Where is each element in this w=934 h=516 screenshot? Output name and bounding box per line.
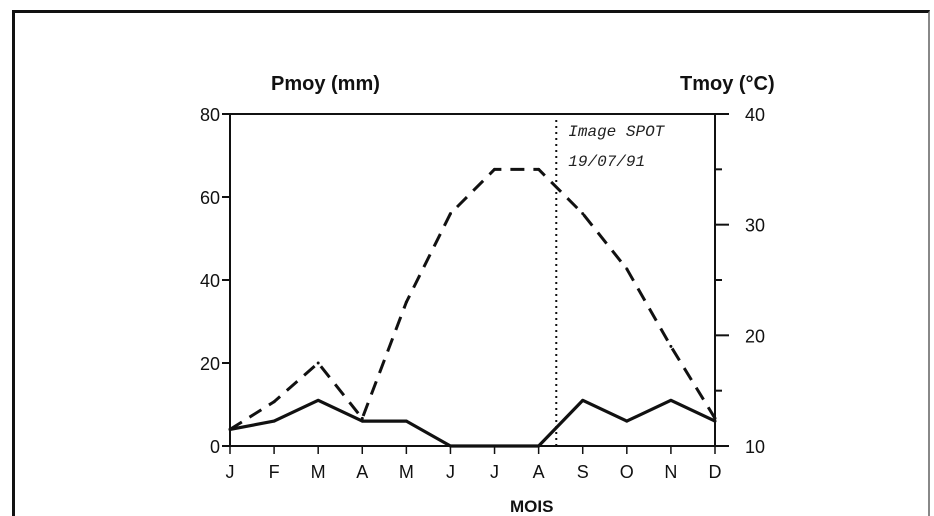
annotation-text: Image SPOT	[568, 123, 665, 141]
x-axis-label: MOIS	[510, 497, 553, 516]
precipitation-point	[272, 419, 276, 423]
y-right-tick-label: 30	[745, 216, 765, 236]
precipitation-point	[713, 419, 717, 423]
x-tick-label: S	[577, 462, 589, 482]
y-left-tick-label: 20	[200, 354, 220, 374]
annotation-text: 19/07/91	[568, 153, 645, 171]
precipitation-point	[316, 398, 320, 402]
precipitation-point	[669, 398, 673, 402]
temperature-point	[537, 167, 541, 171]
x-tick-label: F	[269, 462, 280, 482]
x-tick-label: M	[399, 462, 414, 482]
y-left-tick-label: 40	[200, 271, 220, 291]
x-tick-label: D	[709, 462, 722, 482]
right-axis: 10 20 30 40	[715, 105, 765, 457]
x-tick-label: A	[533, 462, 545, 482]
precipitation-series-line	[229, 398, 716, 448]
x-tick-label: J	[446, 462, 455, 482]
y-left-tick-label: 0	[210, 437, 220, 457]
precipitation-point	[448, 444, 452, 448]
x-tick-label: J	[226, 462, 235, 482]
precipitation-point	[625, 419, 629, 423]
y-left-tick-label: 80	[200, 105, 220, 125]
y-left-tick-label: 60	[200, 188, 220, 208]
x-tick-label: O	[620, 462, 634, 482]
precipitation-point	[493, 444, 497, 448]
x-tick-label: M	[311, 462, 326, 482]
temperature-point	[228, 427, 232, 431]
series-group	[228, 167, 717, 448]
x-tick-label: A	[356, 462, 368, 482]
precipitation-point	[537, 444, 541, 448]
temperature-series-line	[229, 167, 717, 431]
temperature-point	[360, 416, 364, 420]
temperature-point	[404, 300, 408, 304]
temperature-point	[669, 344, 673, 348]
y-right-tick-label: 20	[745, 326, 765, 346]
y-left-label: Pmoy (mm)	[271, 73, 380, 95]
precipitation-point	[581, 398, 585, 402]
y-right-tick-label: 10	[745, 437, 765, 457]
precipitation-point	[404, 419, 408, 423]
y-right-label: Tmoy (°C)	[680, 73, 775, 95]
temperature-point	[316, 361, 320, 365]
x-tick-label: N	[664, 462, 677, 482]
precipitation-point	[360, 419, 364, 423]
temperature-point	[713, 416, 717, 420]
temperature-point	[581, 212, 585, 216]
annotation-group: Image SPOT 19/07/91	[555, 120, 666, 446]
chart-frame	[12, 10, 930, 516]
temperature-point	[448, 212, 452, 216]
temperature-point	[493, 167, 497, 171]
temperature-point	[625, 267, 629, 271]
temperature-point	[272, 400, 276, 404]
y-right-tick-label: 40	[745, 105, 765, 125]
x-tick-label: J	[490, 462, 499, 482]
left-axis: 0 20 40 60 80	[200, 105, 230, 457]
